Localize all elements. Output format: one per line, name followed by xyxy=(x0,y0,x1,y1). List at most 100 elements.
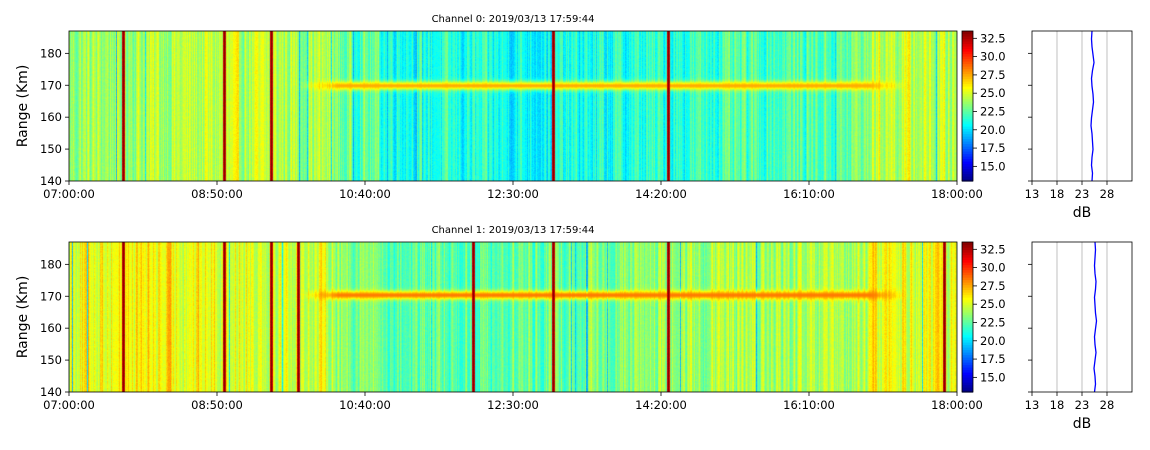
channel-1-colorbar-segment xyxy=(962,382,973,386)
channel-0-ytick-label: 180 xyxy=(40,46,62,60)
channel-0-colorbar-segment xyxy=(962,116,973,120)
channel-1-colorbar-segment xyxy=(962,344,973,348)
channel-0-colorbar-segment xyxy=(962,73,973,77)
channel-1-colorbar-segment xyxy=(962,357,973,361)
channel-0-colorbar-segment xyxy=(962,63,973,67)
channel-1-colorbar-segment xyxy=(962,369,973,373)
channel-0-xtick-label: 18:00:00 xyxy=(931,187,983,201)
channel-0-ytick-label: 150 xyxy=(40,142,62,156)
channel-0-colorbar-segment xyxy=(962,33,973,37)
channel-1-colorbar-segment xyxy=(962,334,973,338)
channel-0-colorbar-tick-label: 17.5 xyxy=(980,141,1006,155)
channel-0-ytick-label: 170 xyxy=(40,78,62,92)
channel-1-colorbar-segment xyxy=(962,264,973,268)
channel-1-colorbar-tick-label: 15.0 xyxy=(980,370,1006,384)
channel-0-colorbar-segment xyxy=(962,153,973,157)
channel-1-colorbar-segment xyxy=(962,364,973,368)
channel-0-profile-xtick-label: 28 xyxy=(1100,187,1115,201)
channel-1-ytick-label: 140 xyxy=(40,385,62,399)
channel-0-colorbar-segment xyxy=(962,141,973,145)
channel-0-colorbar-segment xyxy=(962,71,973,75)
channel-1-colorbar-segment xyxy=(962,269,973,273)
channel-0-profile-xtick-label: 18 xyxy=(1050,187,1065,201)
channel-1-panel: Channel 1: 2019/03/13 17:59:44 Range (Km… xyxy=(15,225,1133,432)
channel-0-colorbar-segment xyxy=(962,98,973,102)
channel-1-colorbar-tick-label: 27.5 xyxy=(980,279,1006,293)
channel-1-ytick-label: 160 xyxy=(40,321,62,335)
channel-1-colorbar-segment xyxy=(962,352,973,356)
channel-1-colorbar-segment xyxy=(962,257,973,261)
channel-1-colorbar-segment xyxy=(962,372,973,376)
channel-0-colorbar-segment xyxy=(962,86,973,90)
channel-0-colorbar-segment xyxy=(962,41,973,45)
channel-0-title: Channel 0: 2019/03/13 17:59:44 xyxy=(432,14,595,25)
channel-1-colorbar-segment xyxy=(962,387,973,391)
channel-0-panel: Channel 0: 2019/03/13 17:59:44 Range (Km… xyxy=(15,14,1133,221)
channel-0-colorbar-segment xyxy=(962,76,973,80)
channel-1-colorbar-segment xyxy=(962,362,973,366)
channel-0-colorbar-segment xyxy=(962,31,973,35)
channel-1-colorbar-segment xyxy=(962,282,973,286)
channel-1-colorbar-tick-label: 30.0 xyxy=(980,261,1006,275)
channel-1-colorbar-segment xyxy=(962,349,973,353)
channel-1-colorbar-segment xyxy=(962,292,973,296)
channel-1-colorbar-segment xyxy=(962,279,973,283)
channel-1-colorbar-segment xyxy=(962,337,973,341)
channel-0-colorbar-segment xyxy=(962,53,973,57)
channel-0-colorbar-segment xyxy=(962,176,973,180)
channel-0-profile-frame xyxy=(1031,30,1133,182)
channel-0-colorbar-tick-label: 27.5 xyxy=(980,68,1006,82)
channel-0-colorbar-segment xyxy=(962,88,973,92)
channel-0-colorbar-segment xyxy=(962,93,973,97)
channel-1-colorbar-segment xyxy=(962,389,973,393)
channel-1-colorbar-segment xyxy=(962,374,973,378)
channel-1-colorbar-segment xyxy=(962,274,973,278)
channel-1-colorbar-segment xyxy=(962,317,973,321)
channel-0-profile-xlabel: dB xyxy=(1073,205,1092,221)
channel-1-ytick-label: 180 xyxy=(40,257,62,271)
channel-1-colorbar-segment xyxy=(962,359,973,363)
channel-0-profile-xtick-label: 23 xyxy=(1075,187,1090,201)
channel-1-colorbar-segment xyxy=(962,314,973,318)
channel-1-colorbar-tick-label: 32.5 xyxy=(980,242,1006,256)
channel-0-colorbar-segment xyxy=(962,96,973,100)
channel-0-colorbar-segment xyxy=(962,61,973,65)
channel-0-colorbar-segment xyxy=(962,151,973,155)
channel-0-colorbar-segment xyxy=(962,91,973,95)
channel-1-colorbar-segment xyxy=(962,327,973,331)
channel-1-colorbar-tick-label: 20.0 xyxy=(980,334,1006,348)
channel-0-colorbar-segment xyxy=(962,131,973,135)
channel-0-colorbar-segment xyxy=(962,66,973,70)
channel-0-colorbar-segment xyxy=(962,78,973,82)
channel-0-colorbar-segment xyxy=(962,68,973,72)
channel-0-colorbar-segment xyxy=(962,128,973,132)
channel-0-colorbar-segment xyxy=(962,101,973,105)
channel-0-colorbar-tick-label: 25.0 xyxy=(980,86,1006,100)
channel-1-colorbar-segment xyxy=(962,252,973,256)
channel-1-xtick-label: 10:40:00 xyxy=(339,398,391,412)
channel-0-ylabel: Range (Km) xyxy=(15,65,31,148)
channel-0-colorbar-segment xyxy=(962,38,973,42)
channel-0-colorbar-segment xyxy=(962,46,973,50)
channel-1-colorbar-segment xyxy=(962,309,973,313)
channel-1-colorbar-segment xyxy=(962,284,973,288)
channel-0-colorbar-frame xyxy=(961,30,974,182)
channel-1-profile-line xyxy=(1093,241,1098,393)
channel-1-colorbar-segment xyxy=(962,324,973,328)
channel-0-colorbar-segment xyxy=(962,148,973,152)
channel-0-xtick-label: 16:10:00 xyxy=(783,187,835,201)
channel-1-colorbar-tick-label: 17.5 xyxy=(980,352,1006,366)
channel-1-colorbar-segment xyxy=(962,299,973,303)
channel-1-colorbar-segment xyxy=(962,339,973,343)
channel-0-colorbar-segment xyxy=(962,123,973,127)
channel-1-xtick-label: 12:30:00 xyxy=(487,398,539,412)
channel-1-ylabel: Range (Km) xyxy=(15,276,31,359)
channel-0-xtick-label: 08:50:00 xyxy=(191,187,243,201)
channel-1-colorbar-segment xyxy=(962,254,973,258)
channel-1-colorbar-segment xyxy=(962,312,973,316)
channel-0-colorbar-segment xyxy=(962,58,973,62)
channel-0-xtick-label: 07:00:00 xyxy=(43,187,95,201)
channel-1-profile-xtick-label: 23 xyxy=(1075,398,1090,412)
channel-1-colorbar-segment xyxy=(962,259,973,263)
channel-0-colorbar-tick-label: 15.0 xyxy=(980,159,1006,173)
